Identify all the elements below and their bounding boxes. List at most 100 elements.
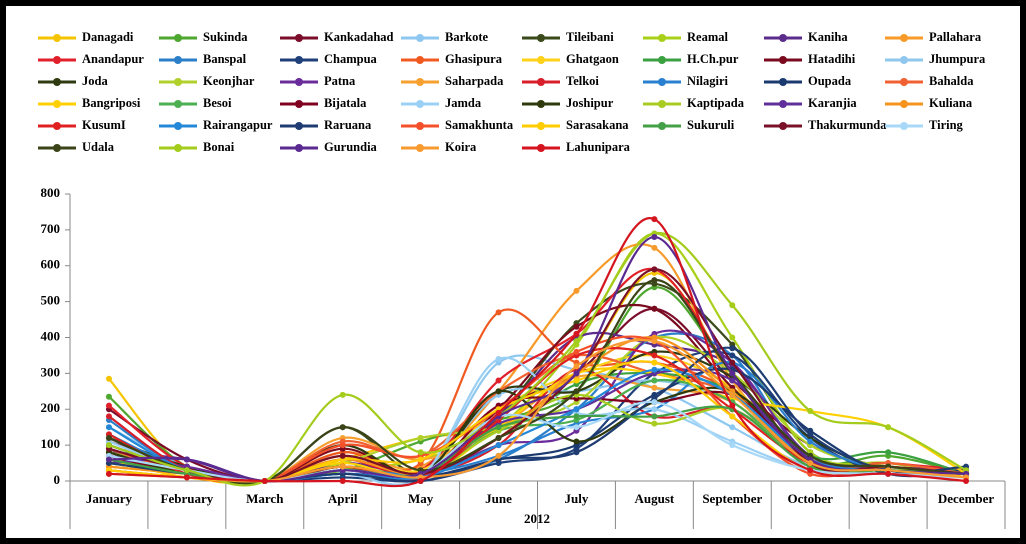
x-tick-label: January — [86, 491, 133, 506]
point — [807, 438, 814, 445]
point — [963, 478, 970, 484]
legend-marker — [416, 144, 424, 152]
legend-marker — [416, 34, 424, 42]
point — [651, 420, 658, 427]
legend-marker — [174, 122, 182, 130]
point — [807, 408, 814, 415]
point — [573, 287, 580, 294]
legend-label: Samakhunta — [445, 118, 514, 132]
legend-label: Udala — [82, 140, 115, 154]
point — [729, 424, 736, 431]
point — [105, 442, 112, 449]
y-tick-label: 0 — [54, 472, 61, 487]
point — [573, 406, 580, 413]
legend-label: Ghasipura — [445, 52, 503, 66]
point — [495, 452, 502, 459]
legend-marker — [779, 100, 787, 108]
point — [651, 377, 658, 384]
x-tick-label: July — [565, 491, 589, 506]
legend-label: Tileibani — [566, 30, 614, 44]
x-tick-label: June — [485, 491, 512, 506]
point — [339, 424, 346, 431]
legend-label: Anandapur — [82, 52, 144, 66]
legend-marker — [174, 56, 182, 64]
x-tick-label: December — [938, 491, 995, 506]
point — [651, 216, 658, 223]
point — [339, 463, 346, 470]
legend-marker — [658, 34, 666, 42]
x-tick-label: March — [246, 491, 284, 506]
point — [183, 456, 190, 463]
x-tick-label: February — [161, 491, 214, 506]
legend-label: Danagadi — [82, 30, 134, 44]
y-tick-label: 200 — [41, 400, 61, 415]
legend-marker — [537, 100, 545, 108]
point — [495, 424, 502, 431]
legend-label: Sukuruli — [687, 118, 735, 132]
legend-label: Patna — [324, 74, 356, 88]
legend-marker — [174, 34, 182, 42]
legend-marker — [900, 122, 908, 130]
legend-label: Thakurmunda — [808, 118, 887, 132]
legend-label: Jhumpura — [929, 52, 986, 66]
legend-label: Ghatgaon — [566, 52, 619, 66]
point — [417, 456, 424, 463]
point — [573, 348, 580, 355]
point — [495, 356, 502, 363]
legend-label: KusumI — [82, 118, 126, 132]
point — [729, 302, 736, 309]
plot — [105, 216, 970, 488]
point — [807, 467, 814, 474]
point — [573, 377, 580, 384]
legend-label: Nilagiri — [687, 74, 728, 88]
point — [573, 323, 580, 330]
legend-marker — [658, 78, 666, 86]
legend-marker — [174, 100, 182, 108]
point — [495, 442, 502, 449]
y-tick-label: 700 — [41, 221, 61, 236]
legend-marker — [779, 122, 787, 130]
legend-label: Kankadahad — [324, 30, 394, 44]
point — [339, 442, 346, 449]
legend-label: Karanjia — [808, 96, 857, 110]
legend-marker — [779, 56, 787, 64]
point — [573, 424, 580, 431]
legend-marker — [53, 78, 61, 86]
legend-label: Bonai — [203, 140, 235, 154]
point — [729, 359, 736, 366]
legend-marker — [174, 144, 182, 152]
legend-marker — [416, 122, 424, 130]
legend-label: Koira — [445, 140, 477, 154]
point — [495, 434, 502, 441]
point — [339, 478, 346, 484]
point — [651, 277, 658, 284]
point — [729, 370, 736, 377]
legend-label: Tiring — [929, 118, 964, 132]
legend-label: Banspal — [203, 52, 247, 66]
point — [729, 413, 736, 420]
point — [495, 309, 502, 316]
legend-label: Kuliana — [929, 96, 973, 110]
point — [105, 424, 112, 431]
y-tick-label: 600 — [41, 257, 61, 272]
point — [651, 399, 658, 406]
point — [105, 402, 112, 409]
point — [729, 352, 736, 359]
point — [417, 478, 424, 484]
legend-marker — [900, 78, 908, 86]
legend-marker — [537, 78, 545, 86]
y-tick-label: 500 — [41, 293, 61, 308]
legend-marker — [658, 56, 666, 64]
point — [573, 370, 580, 377]
legend-label: Champua — [324, 52, 378, 66]
point — [105, 413, 112, 420]
legend-marker — [900, 100, 908, 108]
legend-marker — [295, 78, 303, 86]
legend-marker — [174, 78, 182, 86]
legend-label: Besoi — [203, 96, 232, 110]
legend-marker — [658, 122, 666, 130]
legend-label: Joshipur — [566, 96, 614, 110]
point — [729, 377, 736, 384]
legend-label: Reamal — [687, 30, 728, 44]
